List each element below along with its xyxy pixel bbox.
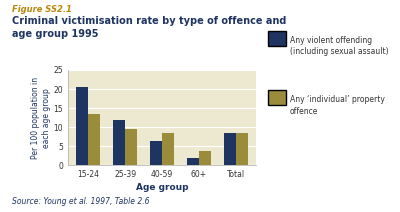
Text: Any ‘individual’ property
offence: Any ‘individual’ property offence	[290, 95, 385, 116]
Bar	[199, 151, 211, 165]
Bar	[88, 114, 100, 165]
Y-axis label: Per 100 population in
each age group: Per 100 population in each age group	[31, 77, 51, 159]
Text: Any violent offending
(including sexual assault): Any violent offending (including sexual …	[290, 36, 389, 56]
Bar	[113, 120, 125, 165]
Bar	[187, 158, 199, 165]
Text: Source: Young et al. 1997, Table 2.6: Source: Young et al. 1997, Table 2.6	[12, 197, 150, 206]
Bar	[236, 133, 248, 165]
Bar	[150, 141, 162, 165]
Text: Criminal victimisation rate by type of offence and
age group 1995: Criminal victimisation rate by type of o…	[12, 16, 286, 39]
Bar	[162, 133, 174, 165]
Bar	[125, 129, 137, 165]
Bar	[76, 87, 88, 165]
Bar	[224, 133, 236, 165]
X-axis label: Age group: Age group	[136, 183, 188, 192]
Text: Figure SS2.1: Figure SS2.1	[12, 5, 72, 14]
